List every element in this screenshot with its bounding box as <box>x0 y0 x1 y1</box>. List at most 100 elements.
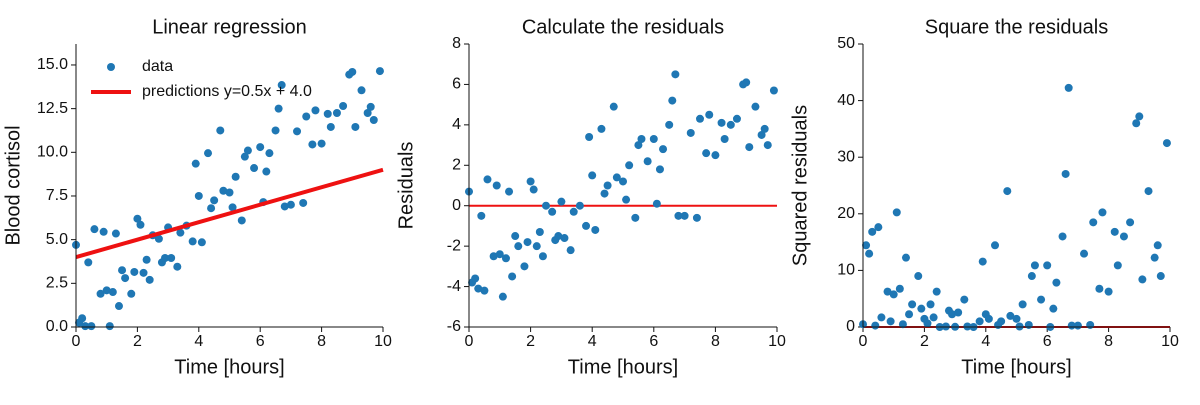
data-point <box>668 96 677 105</box>
data-point <box>1150 253 1159 262</box>
data-point <box>1086 320 1095 329</box>
data-point <box>914 272 923 281</box>
data-point <box>1015 322 1024 331</box>
data-point <box>1089 218 1098 227</box>
data-point <box>228 203 237 212</box>
data-point <box>745 143 754 152</box>
data-point <box>471 274 480 283</box>
data-point <box>514 242 523 251</box>
data-point <box>369 115 378 124</box>
data-point <box>659 145 668 154</box>
x-tick-label: 2 <box>526 333 535 350</box>
subplot: Square the residuals Time [hours] Squared … <box>789 16 1179 378</box>
data-point <box>1144 187 1153 196</box>
data-point <box>702 149 711 158</box>
data-point <box>317 139 326 148</box>
data-point <box>121 274 130 283</box>
y-tick-label: 50 <box>837 35 855 52</box>
y-tick-label: -4 <box>447 278 461 295</box>
data-point <box>99 227 108 236</box>
data-point <box>351 122 360 131</box>
data-point <box>720 135 729 144</box>
data-point <box>154 234 163 243</box>
data-point <box>652 199 661 208</box>
data-point <box>1095 284 1104 293</box>
data-point <box>286 200 295 209</box>
data-point <box>532 242 541 251</box>
data-point <box>1113 261 1122 270</box>
data-point <box>293 127 302 136</box>
data-point <box>142 255 151 264</box>
x-axis-label: Time [hours] <box>961 356 1071 378</box>
x-tick-label: 0 <box>72 333 81 350</box>
data-point <box>277 81 286 90</box>
x-axis-label: Time [hours] <box>568 356 678 378</box>
data-point <box>591 225 600 234</box>
x-tick-label: 10 <box>374 333 392 350</box>
data-point <box>557 197 566 206</box>
data-point <box>954 308 963 317</box>
x-tick-label: 4 <box>194 333 203 350</box>
data-point <box>871 321 880 330</box>
y-tick-label: 2.5 <box>46 275 68 292</box>
subplot-title: Square the residuals <box>925 16 1108 38</box>
data-point <box>929 313 938 322</box>
data-point <box>1110 227 1119 236</box>
x-tick-label: 8 <box>711 333 720 350</box>
y-tick-label: 0 <box>452 197 461 214</box>
data-point <box>603 181 612 190</box>
data-point <box>542 201 550 210</box>
data-point <box>127 289 136 298</box>
data-point <box>963 322 972 331</box>
data-point <box>886 317 895 326</box>
y-tick-label: 10 <box>837 262 855 279</box>
data-point <box>535 227 544 236</box>
y-tick-label: 4 <box>452 116 461 133</box>
data-point <box>210 196 219 205</box>
data-point <box>643 157 652 166</box>
data-point <box>975 317 984 326</box>
data-point <box>161 253 170 262</box>
data-point <box>204 149 213 158</box>
y-tick-label: 8 <box>452 35 461 52</box>
data-point <box>901 253 910 262</box>
data-point <box>366 102 375 111</box>
y-tick-label: 0.0 <box>46 318 68 335</box>
data-point <box>612 173 621 182</box>
x-tick-label: 8 <box>1104 333 1113 350</box>
data-point <box>905 310 914 319</box>
data-point <box>665 120 674 129</box>
y-tick-label: 2 <box>452 157 461 174</box>
y-tick-label: 20 <box>837 205 855 222</box>
data-point <box>145 275 154 284</box>
data-point <box>997 317 1006 326</box>
data-point <box>1058 232 1067 241</box>
data-point <box>207 204 216 213</box>
data-point <box>892 208 901 217</box>
data-point <box>250 164 259 173</box>
data-point <box>655 165 664 174</box>
legend-label: data <box>142 58 173 75</box>
data-point <box>600 189 609 198</box>
data-point <box>1030 261 1039 270</box>
data-point <box>1027 272 1036 281</box>
data-point <box>495 250 504 259</box>
data-point <box>90 225 99 234</box>
data-point <box>769 86 778 95</box>
data-point <box>339 102 348 111</box>
data-point <box>489 252 498 261</box>
data-point <box>1153 241 1162 250</box>
data-point <box>566 246 575 255</box>
data-point <box>176 228 185 237</box>
data-point <box>582 221 591 230</box>
data-point <box>978 257 987 266</box>
subplot-title: Linear regression <box>152 16 307 38</box>
data-point <box>1037 295 1046 304</box>
data-point <box>357 86 366 95</box>
data-point <box>711 151 720 160</box>
y-tick-label: 12.5 <box>37 100 68 117</box>
data-point <box>188 237 197 246</box>
data-point <box>523 238 532 247</box>
data-point <box>237 216 246 225</box>
